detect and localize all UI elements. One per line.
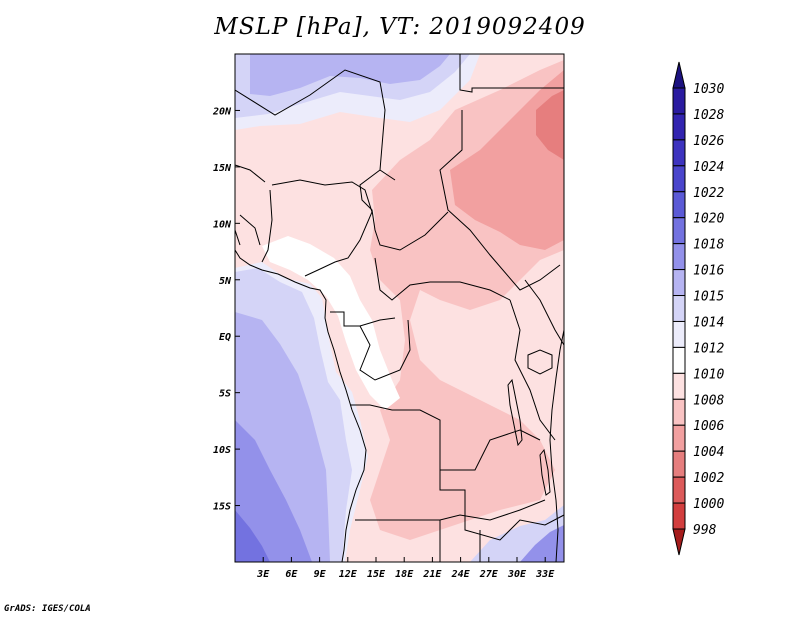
colorbar-segment bbox=[672, 217, 686, 245]
lat-tick-label: 15N bbox=[213, 163, 232, 174]
colorbar-label: 1008 bbox=[693, 393, 724, 408]
coastline-east-africa bbox=[549, 329, 564, 562]
colorbar-label: 1014 bbox=[693, 315, 724, 330]
colorbar-segment bbox=[672, 269, 686, 297]
border-libya-egypt bbox=[459, 54, 564, 93]
lat-tick-label: EQ bbox=[219, 332, 231, 343]
lon-tick-label: 9E bbox=[314, 569, 327, 580]
colorbar-segment bbox=[672, 398, 686, 426]
colorbar-segment bbox=[672, 320, 686, 348]
lon-tick-label: 27E bbox=[479, 569, 499, 580]
border-angola-namibia bbox=[355, 499, 546, 521]
colorbar-label: 1010 bbox=[693, 367, 724, 382]
colorbar-bottom-arrow bbox=[672, 528, 686, 556]
lon-tick-label: 30E bbox=[507, 569, 527, 580]
field-high-se-1016 bbox=[520, 525, 564, 562]
lon-tick-label: 6E bbox=[285, 569, 298, 580]
field-low-1006 bbox=[450, 70, 564, 250]
border-nigeria bbox=[271, 179, 373, 277]
lat-tick-label: 5S bbox=[219, 389, 231, 400]
lat-tick-label: 10N bbox=[213, 219, 232, 230]
lon-tick-label: 21E bbox=[422, 569, 442, 580]
colorbar-segment bbox=[672, 372, 686, 400]
field-white-band-1012 bbox=[262, 236, 400, 410]
field-high-ocean-1020 bbox=[235, 510, 270, 562]
lat-tick-label: 15S bbox=[213, 502, 231, 513]
colorbar-label: 1015 bbox=[693, 290, 724, 305]
coastlines-borders bbox=[235, 54, 564, 562]
longitude-axis: 3E 6E 9E 12E 15E 18E 21E 24E 27E 30E 33E bbox=[256, 557, 555, 580]
colorbar-label: 1016 bbox=[693, 264, 724, 279]
lat-tick-label: 20N bbox=[212, 106, 232, 117]
colorbar-segment bbox=[672, 87, 686, 115]
colorbar-segment bbox=[672, 424, 686, 452]
field-high-ocean-1018 bbox=[235, 420, 312, 562]
lake-tanganyika bbox=[507, 378, 523, 447]
colorbar-label: 1020 bbox=[693, 212, 724, 227]
lon-tick-label: 12E bbox=[339, 569, 358, 580]
field-high-north-1016 bbox=[250, 54, 450, 96]
border-cameroon-gabon bbox=[330, 311, 396, 327]
colorbar-segment bbox=[672, 346, 686, 374]
colorbar-segment bbox=[672, 191, 686, 219]
map-title: MSLP [hPa], VT: 2019092409 bbox=[214, 14, 586, 40]
colorbar-segment bbox=[672, 113, 686, 141]
border-namibia-botswana bbox=[439, 520, 481, 562]
colorbar-label: 1024 bbox=[693, 160, 724, 175]
colorbar-segment bbox=[672, 139, 686, 167]
lat-tick-label: 5N bbox=[219, 276, 232, 287]
colorbar-label: 1004 bbox=[693, 445, 724, 460]
lake-malawi bbox=[539, 448, 551, 496]
border-east-africa bbox=[509, 279, 564, 441]
latitude-axis: 20N 15N 10N 5N EQ 5S 10S 15S bbox=[212, 106, 240, 513]
colorbar-segment bbox=[672, 165, 686, 193]
colorbar-label: 1022 bbox=[693, 186, 724, 201]
pressure-field bbox=[235, 54, 564, 562]
lon-tick-label: 15E bbox=[367, 569, 386, 580]
colorbar-segment bbox=[672, 295, 686, 322]
map-frame bbox=[234, 53, 565, 563]
colorbar: 1030 1028 1026 1024 1022 1020 1018 1016 1015 1014… bbox=[672, 61, 724, 556]
lake-victoria bbox=[527, 349, 553, 375]
lon-tick-label: 33E bbox=[535, 569, 555, 580]
colorbar-segment bbox=[672, 450, 686, 478]
colorbar-segment bbox=[672, 476, 686, 504]
colorbar-label: 1028 bbox=[693, 108, 724, 123]
border-chad-sudan bbox=[439, 110, 561, 291]
coastline-west-africa bbox=[235, 249, 367, 562]
lon-tick-label: 3E bbox=[256, 569, 270, 580]
border-zambia-zimbabwe bbox=[439, 470, 564, 541]
colorbar-segment bbox=[672, 502, 686, 530]
colorbar-label: 1018 bbox=[693, 238, 724, 253]
colorbar-label: 1030 bbox=[693, 82, 724, 97]
colorbar-segment bbox=[672, 243, 686, 271]
colorbar-label: 1026 bbox=[693, 134, 724, 149]
lat-tick-label: 10S bbox=[213, 445, 231, 456]
border-sahara bbox=[235, 69, 396, 181]
colorbar-label: 1012 bbox=[693, 341, 724, 356]
lon-tick-label: 18E bbox=[395, 569, 414, 580]
colorbar-top-arrow bbox=[672, 61, 686, 89]
field-low-1004 bbox=[536, 90, 564, 160]
border-car bbox=[374, 257, 511, 301]
border-drc-angola bbox=[350, 404, 541, 471]
grads-credit: GrADS: IGES/COLA bbox=[4, 604, 91, 614]
colorbar-label: 1002 bbox=[693, 471, 724, 486]
border-chad-niger bbox=[359, 169, 449, 251]
colorbar-label: 1000 bbox=[693, 497, 724, 512]
colorbar-label: 1006 bbox=[693, 419, 724, 434]
lon-tick-label: 24E bbox=[451, 569, 471, 580]
border-benin-togo bbox=[261, 189, 273, 263]
colorbar-label: 998 bbox=[693, 523, 717, 538]
border-congo bbox=[359, 319, 411, 381]
